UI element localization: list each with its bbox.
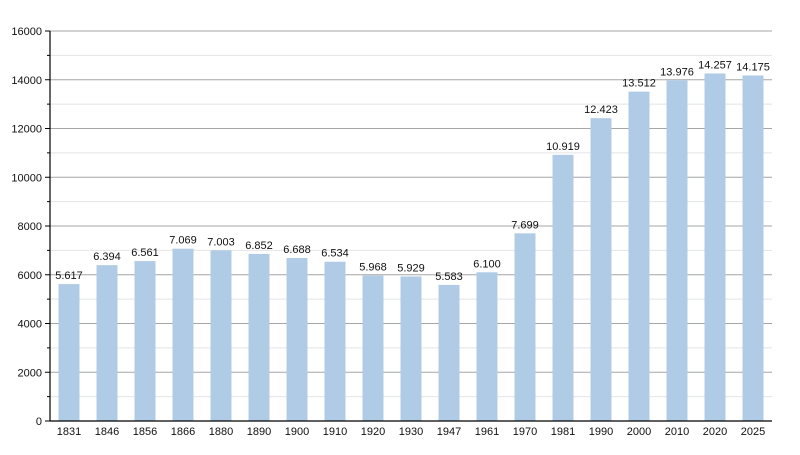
x-tick-label: 1970 — [513, 426, 537, 438]
data-label: 6.688 — [283, 244, 311, 256]
x-tick-label: 1846 — [95, 426, 119, 438]
x-tick-label: 1880 — [209, 426, 233, 438]
bar-1970 — [514, 233, 536, 421]
data-label: 6.852 — [245, 240, 273, 252]
data-label: 6.534 — [321, 248, 349, 260]
data-label: 14.175 — [736, 61, 770, 73]
x-tick-label: 1856 — [133, 426, 157, 438]
bar-2010 — [666, 80, 688, 422]
data-label: 7.699 — [511, 219, 539, 231]
x-tick-label: 2025 — [741, 426, 765, 438]
bar-1961 — [476, 272, 498, 421]
data-label: 5.617 — [55, 270, 83, 282]
bar-1880 — [210, 250, 232, 421]
bar-1981 — [552, 154, 574, 422]
y-tick-label: 2000 — [18, 367, 42, 379]
bar-1900 — [286, 257, 308, 421]
x-tick-label: 1900 — [285, 426, 309, 438]
bar-1910 — [324, 261, 346, 421]
x-tick-label: 1961 — [475, 426, 499, 438]
data-label: 7.069 — [169, 235, 197, 247]
data-label: 5.583 — [435, 271, 463, 283]
x-tick-label: 2010 — [665, 426, 689, 438]
data-label: 12.423 — [584, 104, 618, 116]
bar-2000 — [628, 91, 650, 422]
bar-1990 — [590, 118, 612, 421]
x-tick-label: 1831 — [57, 426, 81, 438]
bar-1831 — [58, 284, 80, 421]
x-tick-label: 1910 — [323, 426, 347, 438]
data-label: 13.512 — [622, 78, 656, 90]
x-tick-label: 1947 — [437, 426, 461, 438]
x-tick-label: 1890 — [247, 426, 271, 438]
y-tick-label: 6000 — [18, 270, 42, 282]
y-tick-label: 12000 — [11, 124, 42, 136]
bar-1890 — [248, 253, 270, 421]
bar-1920 — [362, 275, 384, 421]
data-label: 6.394 — [93, 251, 121, 263]
y-tick-label: 0 — [36, 416, 42, 428]
bar-1856 — [134, 261, 156, 421]
x-tick-label: 2000 — [627, 426, 651, 438]
x-tick-label: 1866 — [171, 426, 195, 438]
y-tick-label: 8000 — [18, 221, 42, 233]
data-label: 7.003 — [207, 236, 235, 248]
x-tick-label: 2020 — [703, 426, 727, 438]
y-tick-label: 4000 — [18, 319, 42, 331]
bar-1846 — [96, 265, 118, 421]
x-tick-label: 1990 — [589, 426, 613, 438]
bar-2025 — [742, 75, 764, 421]
bar-1866 — [172, 248, 194, 421]
x-tick-label: 1930 — [399, 426, 423, 438]
data-label: 10.919 — [546, 141, 580, 153]
x-tick-label: 1981 — [551, 426, 575, 438]
data-label: 6.100 — [473, 258, 501, 270]
data-label: 6.561 — [131, 247, 159, 259]
data-label: 5.968 — [359, 262, 387, 274]
data-label: 13.976 — [660, 66, 694, 78]
bar-1947 — [438, 284, 460, 421]
x-tick-label: 1920 — [361, 426, 385, 438]
y-tick-label: 14000 — [11, 75, 42, 87]
y-tick-label: 16000 — [11, 26, 42, 38]
bar-1930 — [400, 276, 422, 421]
y-tick-label: 10000 — [11, 172, 42, 184]
data-label: 14.257 — [698, 59, 732, 71]
bar-2020 — [704, 73, 726, 421]
data-label: 5.929 — [397, 262, 425, 274]
